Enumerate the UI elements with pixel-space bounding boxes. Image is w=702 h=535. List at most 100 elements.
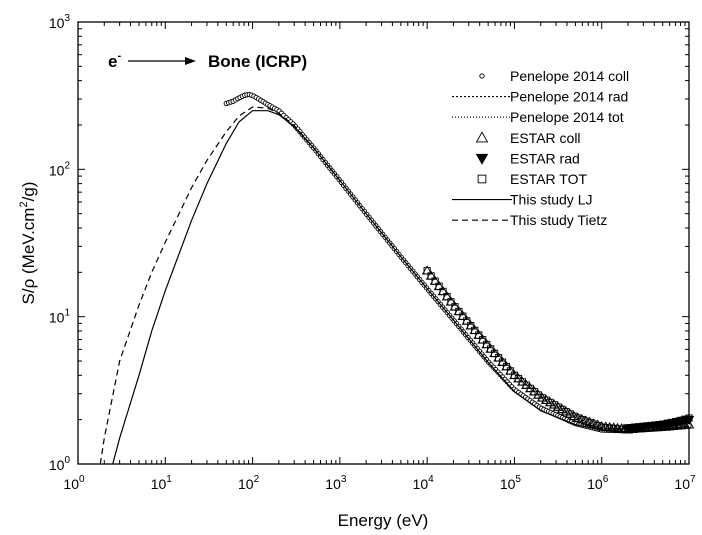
data-point [677, 416, 685, 424]
y-tick-label: 100 [49, 455, 71, 473]
series-this-study-tietz [99, 106, 341, 465]
legend-marker [475, 131, 489, 143]
data-point [669, 419, 677, 427]
x-tick-label: 107 [674, 474, 696, 492]
data-point [498, 358, 507, 366]
legend-item: This study Tietz [452, 212, 607, 228]
legend-marker [477, 174, 487, 184]
legend-label: ESTAR TOT [510, 171, 587, 187]
y-axis: 100 101 102 103 [49, 13, 689, 473]
legend-item: ESTAR TOT [477, 171, 587, 187]
data-point [665, 420, 673, 428]
data-point [617, 425, 626, 433]
data-point [483, 340, 491, 349]
data-point [637, 424, 645, 432]
series-line [112, 110, 690, 465]
data-point [621, 426, 630, 434]
legend-label: Penelope 2014 rad [510, 89, 628, 105]
series-this-study-lj [112, 110, 690, 465]
data-point [586, 418, 594, 427]
title-arrowhead [185, 57, 196, 65]
data-point [490, 349, 499, 357]
data-point [606, 424, 614, 432]
plot-frame [77, 21, 690, 465]
data-point [683, 419, 695, 429]
data-point [629, 425, 638, 433]
legend-label: ESTAR rad [510, 150, 580, 166]
data-point [502, 362, 511, 371]
data-point [625, 426, 634, 434]
x-tick-label: 100 [63, 474, 85, 492]
data-point [479, 336, 487, 344]
legend-item: Penelope 2014 rad [452, 89, 628, 105]
legend-item: ESTAR rad [475, 150, 580, 166]
title-particle: e- [108, 50, 121, 71]
data-point [633, 425, 642, 433]
series-estar-tot [423, 267, 693, 434]
x-axis: 100 101 102 103 104 105 106 107 [63, 22, 696, 492]
plot-area [99, 92, 695, 465]
data-point [451, 303, 459, 311]
data-point [610, 424, 618, 433]
x-tick-label: 105 [500, 474, 522, 492]
data-point [685, 414, 693, 422]
legend-marker [475, 153, 489, 165]
data-point [550, 401, 558, 409]
data-point [570, 412, 578, 420]
data-point [558, 405, 566, 413]
data-point [542, 396, 550, 404]
y-tick-label: 103 [49, 13, 71, 31]
x-tick-label: 102 [238, 474, 260, 492]
data-point [673, 417, 681, 426]
data-point [463, 317, 471, 325]
data-point [439, 287, 447, 296]
y-tick-label: 101 [49, 308, 71, 326]
data-point [681, 415, 689, 423]
data-point [582, 417, 590, 425]
series-estar-coll [421, 265, 695, 434]
legend-item: This study LJ [452, 192, 592, 208]
data-point [467, 322, 475, 330]
x-axis-title: Energy (eV) [338, 511, 429, 530]
x-tick-label: 104 [413, 474, 435, 492]
data-point [459, 312, 467, 320]
data-point [661, 421, 669, 429]
legend-label: This study LJ [510, 192, 592, 208]
x-tick-label: 101 [151, 474, 173, 492]
y-axis-title: S/ρ (MeV.cm2/g) [18, 182, 38, 305]
data-point [443, 293, 451, 301]
data-point [590, 420, 598, 428]
x-tick-label: 106 [587, 474, 609, 492]
data-point [613, 425, 622, 433]
data-point [566, 410, 574, 418]
series-penelope-2014-coll [223, 92, 692, 434]
legend: Penelope 2014 coll Penelope 2014 rad Penel… [452, 68, 629, 228]
series-line [99, 106, 341, 465]
data-point [427, 272, 435, 280]
data-point [431, 277, 439, 285]
data-point [471, 326, 479, 334]
data-point [435, 282, 443, 290]
legend-item: Penelope 2014 coll [479, 68, 629, 84]
data-point [455, 307, 463, 316]
legend-item: ESTAR coll [475, 130, 581, 146]
y-tick-label: 102 [49, 160, 71, 178]
data-point [574, 414, 582, 422]
legend-label: Penelope 2014 tot [510, 109, 624, 125]
data-point [447, 298, 455, 306]
data-point [683, 415, 695, 426]
data-point [423, 267, 431, 275]
legend-label: This study Tietz [510, 212, 607, 228]
data-point [554, 403, 562, 411]
data-point [506, 367, 515, 375]
legend-label: Penelope 2014 coll [510, 68, 629, 84]
data-point [494, 354, 503, 362]
x-tick-label: 103 [325, 474, 347, 492]
data-point [487, 345, 495, 353]
legend-marker [479, 73, 485, 79]
data-point [578, 415, 586, 424]
title-target: Bone (ICRP) [208, 52, 307, 71]
data-point [538, 394, 546, 402]
data-point [546, 398, 554, 407]
